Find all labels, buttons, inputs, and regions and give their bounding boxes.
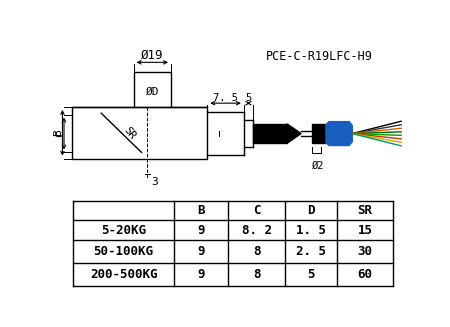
- Text: 5: 5: [245, 93, 252, 103]
- Text: C: C: [55, 130, 65, 137]
- Text: B: B: [198, 204, 205, 217]
- Bar: [72, 107, 207, 159]
- Text: 2. 5: 2. 5: [296, 245, 326, 258]
- Bar: [253, 124, 287, 143]
- Text: Ø2: Ø2: [312, 161, 324, 171]
- Text: 30: 30: [358, 245, 373, 258]
- Polygon shape: [326, 122, 352, 146]
- Text: SR: SR: [122, 125, 137, 141]
- Text: 8: 8: [253, 267, 261, 281]
- Text: C: C: [253, 204, 261, 217]
- Bar: [134, 72, 171, 107]
- Text: 3: 3: [151, 177, 158, 187]
- Text: SR: SR: [358, 204, 373, 217]
- Text: 1. 5: 1. 5: [296, 224, 326, 237]
- Text: 8: 8: [253, 245, 261, 258]
- Text: 9: 9: [198, 245, 205, 258]
- Text: 7. 5: 7. 5: [213, 93, 238, 103]
- Polygon shape: [287, 124, 301, 143]
- Text: 200-500KG: 200-500KG: [90, 267, 158, 281]
- Text: ØD: ØD: [146, 87, 159, 96]
- Text: 60: 60: [358, 267, 373, 281]
- Text: 9: 9: [198, 224, 205, 237]
- Text: 50-100KG: 50-100KG: [94, 245, 154, 258]
- Bar: [312, 124, 326, 143]
- Text: 9: 9: [198, 267, 205, 281]
- Text: 5-20KG: 5-20KG: [101, 224, 146, 237]
- Text: 15: 15: [358, 224, 373, 237]
- Text: Ø19: Ø19: [141, 49, 164, 62]
- Text: D: D: [307, 204, 315, 217]
- Text: 5: 5: [307, 267, 315, 281]
- Text: 8. 2: 8. 2: [242, 224, 272, 237]
- Text: B: B: [54, 129, 63, 136]
- Text: PCE-C-R19LFC-H9: PCE-C-R19LFC-H9: [266, 50, 373, 63]
